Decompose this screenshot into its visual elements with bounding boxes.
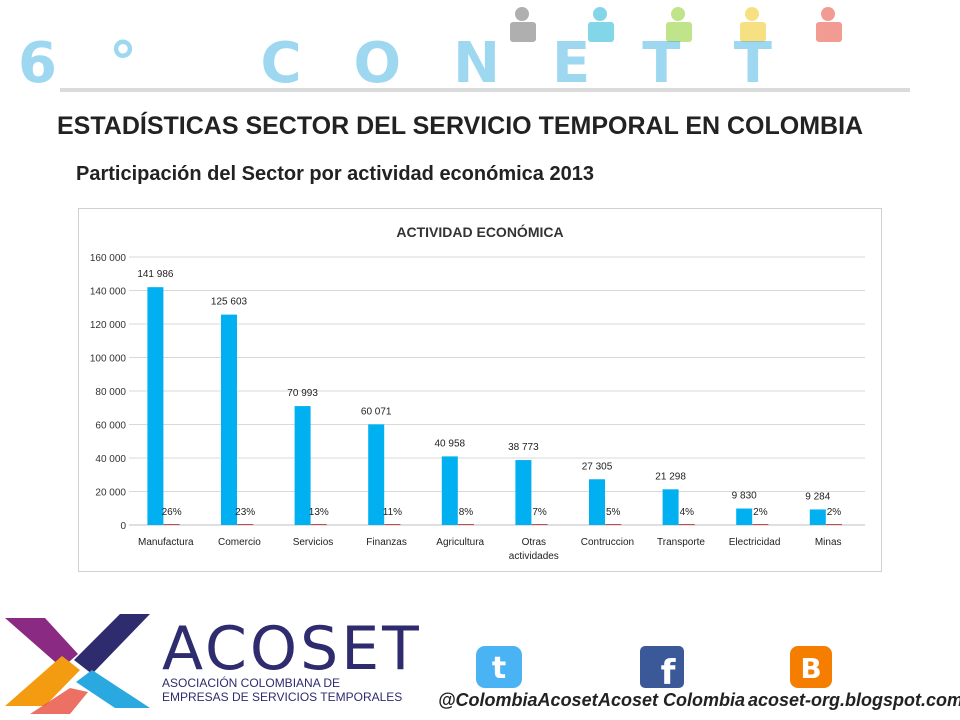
conett-banner: 6° CONETT bbox=[18, 7, 910, 96]
acoset-logo-icon bbox=[5, 614, 150, 714]
bar bbox=[662, 489, 679, 525]
facebook-icon[interactable]: f bbox=[640, 646, 684, 688]
bar bbox=[221, 314, 237, 525]
svg-text:B: B bbox=[800, 652, 821, 685]
brand-tagline: ASOCIACIÓN COLOMBIANA DE EMPRESAS DE SER… bbox=[162, 676, 424, 704]
x-tick-label: Otras bbox=[522, 537, 546, 548]
banner-people-icon bbox=[510, 7, 842, 42]
x-tick-label: Comercio bbox=[218, 537, 261, 548]
x-tick-label: Servicios bbox=[293, 537, 334, 548]
percent-label: 8% bbox=[459, 507, 474, 518]
percent-bar bbox=[310, 524, 327, 525]
y-tick-label: 80 000 bbox=[95, 387, 126, 398]
bar-chart: ACTIVIDAD ECONÓMICA 0 20 000 40 000 60 000 8… bbox=[90, 223, 865, 562]
y-tick-label: 120 000 bbox=[90, 320, 127, 331]
percent-bar bbox=[678, 524, 695, 525]
blog-url[interactable]: acoset-org.blogspot.com bbox=[748, 690, 960, 710]
x-tick-label: Minas bbox=[815, 537, 842, 548]
y-tick-label: 160 000 bbox=[90, 253, 127, 264]
percent-bar bbox=[384, 524, 401, 525]
percent-bar bbox=[457, 524, 474, 525]
y-tick-label: 0 bbox=[120, 521, 126, 532]
data-label: 40 958 bbox=[435, 438, 466, 449]
percent-label: 4% bbox=[680, 507, 695, 518]
y-tick-label: 140 000 bbox=[90, 287, 127, 298]
y-tick-label: 20 000 bbox=[95, 488, 126, 499]
twitter-handle[interactable]: @ColombiaAcoset bbox=[438, 690, 598, 710]
percent-label: 2% bbox=[753, 507, 768, 518]
data-label: 9 830 bbox=[732, 491, 757, 502]
bar bbox=[294, 406, 311, 525]
bar bbox=[441, 456, 458, 525]
percent-label: 26% bbox=[162, 507, 182, 518]
percent-label: 13% bbox=[309, 507, 329, 518]
x-tick-label: Electricidad bbox=[729, 537, 781, 548]
percent-label: 2% bbox=[827, 507, 842, 518]
bar bbox=[147, 287, 164, 525]
data-label: 21 298 bbox=[655, 471, 686, 482]
twitter-icon[interactable]: t bbox=[476, 646, 522, 688]
facebook-page[interactable]: Acoset Colombia bbox=[598, 690, 746, 710]
percent-bar bbox=[752, 524, 769, 525]
chart-title: ACTIVIDAD ECONÓMICA bbox=[396, 223, 563, 240]
data-label: 9 284 bbox=[805, 491, 830, 502]
x-tick-label: Contruccion bbox=[581, 537, 634, 548]
percent-label: 23% bbox=[235, 507, 255, 518]
svg-text:t: t bbox=[492, 651, 506, 686]
x-tick-label: Manufactura bbox=[138, 537, 194, 548]
bar bbox=[809, 509, 826, 525]
data-label: 60 071 bbox=[361, 406, 392, 417]
percent-bar bbox=[237, 524, 254, 525]
x-tick-label: Finanzas bbox=[366, 537, 407, 548]
bar bbox=[515, 460, 532, 525]
brand-line-2: EMPRESAS DE SERVICIOS TEMPORALES bbox=[162, 690, 403, 704]
data-label: 27 305 bbox=[582, 461, 613, 472]
y-tick-label: 60 000 bbox=[95, 421, 126, 432]
percent-bar bbox=[605, 524, 622, 525]
blogger-icon[interactable]: B bbox=[790, 646, 832, 688]
percent-label: 5% bbox=[606, 507, 621, 518]
x-tick-label: actividades bbox=[509, 551, 559, 562]
x-tick-label: Transporte bbox=[657, 537, 705, 548]
data-label: 125 603 bbox=[211, 297, 248, 308]
brand-name: ACOSET bbox=[162, 614, 422, 684]
x-tick-label: Agricultura bbox=[436, 537, 484, 548]
bar bbox=[736, 508, 753, 525]
chart-container: ACTIVIDAD ECONÓMICA 0 20 000 40 000 60 000 8… bbox=[78, 208, 882, 572]
percent-label: 11% bbox=[383, 507, 402, 518]
brand-line-1: ASOCIACIÓN COLOMBIANA DE bbox=[162, 676, 341, 690]
data-label: 38 773 bbox=[508, 442, 539, 453]
percent-bar bbox=[163, 524, 180, 525]
banner-text: 6° CONETT bbox=[18, 31, 824, 96]
data-label: 141 986 bbox=[137, 269, 174, 280]
footer: ACOSET ASOCIACIÓN COLOMBIANA DE EMPRESAS… bbox=[0, 596, 960, 720]
bar bbox=[589, 479, 605, 525]
y-tick-label: 40 000 bbox=[95, 454, 126, 465]
svg-text:f: f bbox=[661, 653, 677, 688]
slide-title: ESTADÍSTICAS SECTOR DEL SERVICIO TEMPORA… bbox=[57, 112, 864, 140]
y-tick-label: 100 000 bbox=[90, 354, 127, 365]
slide-subtitle: Participación del Sector por actividad e… bbox=[76, 163, 594, 185]
data-label: 70 993 bbox=[287, 388, 318, 399]
bar bbox=[368, 424, 385, 525]
percent-label: 7% bbox=[532, 507, 547, 518]
percent-bar bbox=[531, 524, 548, 525]
percent-bar bbox=[825, 524, 842, 525]
